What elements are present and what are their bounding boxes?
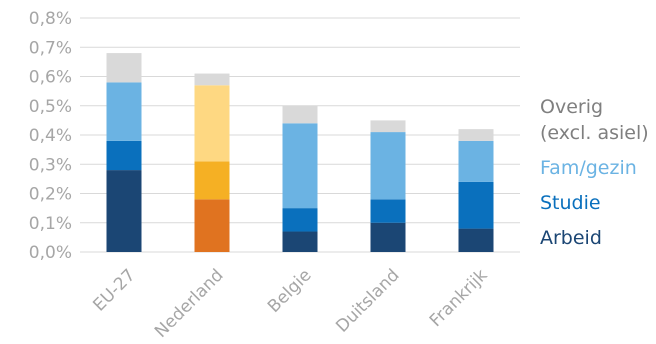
y-tick-label: 0,7% bbox=[29, 38, 72, 58]
bar-frankrijk-overig-excl-asiel bbox=[458, 129, 494, 141]
y-axis-ticks: 0,0% 0,1% 0,2% 0,3% 0,4% 0,5% 0,6% 0,7% 0,8% bbox=[29, 9, 72, 263]
legend-studie: Studie bbox=[540, 192, 601, 214]
x-category-label: Frankrijk bbox=[426, 265, 492, 331]
y-tick-label: 0,4% bbox=[29, 126, 72, 146]
legend-fam-gezin: Fam/gezin bbox=[540, 157, 637, 179]
x-category-label: Belgie bbox=[264, 265, 315, 316]
x-category-label: Duitsland bbox=[332, 265, 403, 336]
x-axis-labels: EU-27 Nederland Belgie Duitsland Frankrijk bbox=[89, 265, 491, 342]
bar-duitsland-studie bbox=[370, 199, 406, 223]
bar-duitsland-arbeid bbox=[370, 222, 406, 252]
bar-frankrijk-arbeid bbox=[458, 228, 494, 252]
y-tick-label: 0,1% bbox=[29, 214, 72, 234]
bar-belgie-arbeid bbox=[282, 231, 318, 252]
bar-belgie-fam-gezin bbox=[282, 123, 318, 209]
bar-eu-27-overig-excl-asiel bbox=[106, 53, 142, 83]
y-tick-label: 0,0% bbox=[29, 243, 72, 263]
bar-belgie-studie bbox=[282, 208, 318, 232]
legend: Overig (excl. asiel) Fam/gezin Studie Arbeid bbox=[540, 96, 649, 249]
bar-eu-27-studie bbox=[106, 140, 142, 171]
legend-arbeid: Arbeid bbox=[540, 227, 602, 249]
bar-frankrijk-studie bbox=[458, 181, 494, 229]
bar-frankrijk-fam-gezin bbox=[458, 140, 494, 182]
y-tick-label: 0,6% bbox=[29, 68, 72, 88]
y-tick-label: 0,3% bbox=[29, 155, 72, 175]
bars bbox=[106, 53, 494, 252]
bar-duitsland-fam-gezin bbox=[370, 132, 406, 200]
y-tick-label: 0,5% bbox=[29, 97, 72, 117]
legend-overig-excl-asiel: Overig (excl. asiel) bbox=[540, 96, 649, 144]
bar-nederland-studie bbox=[194, 161, 230, 200]
bar-nederland-arbeid bbox=[194, 199, 230, 252]
bar-nederland-overig-excl-asiel bbox=[194, 73, 230, 86]
x-category-label: EU-27 bbox=[89, 265, 139, 315]
bar-eu-27-fam-gezin bbox=[106, 82, 142, 141]
y-tick-label: 0,8% bbox=[29, 9, 72, 29]
bar-nederland-fam-gezin bbox=[194, 85, 230, 162]
bar-eu-27-arbeid bbox=[106, 170, 142, 252]
bar-duitsland-overig-excl-asiel bbox=[370, 120, 406, 133]
bar-belgie-overig-excl-asiel bbox=[282, 105, 318, 124]
x-category-label: Nederland bbox=[151, 265, 227, 341]
y-tick-label: 0,2% bbox=[29, 185, 72, 205]
